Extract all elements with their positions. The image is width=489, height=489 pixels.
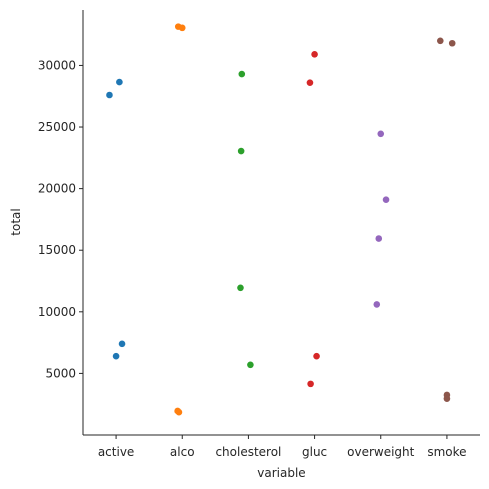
data-point-alco (175, 408, 183, 416)
data-point-cholesterol (238, 70, 246, 78)
x-tick-label-smoke: smoke (427, 445, 466, 459)
plot-area (106, 23, 456, 416)
data-point-alco (178, 24, 186, 32)
data-point-overweight (377, 130, 385, 138)
y-tick-label: 20000 (38, 182, 76, 196)
data-point-active (118, 340, 126, 348)
y-tick-label: 15000 (38, 243, 76, 257)
data-point-active (112, 352, 120, 360)
y-tick-label: 25000 (38, 120, 76, 134)
data-point-active (116, 78, 123, 86)
axes (82, 10, 480, 436)
data-point-overweight (373, 301, 381, 308)
y-ticks: 5000 10000 15000 20000 25000 30000 (38, 58, 83, 380)
x-ticks: active alco cholesterol gluc overweight smoke (98, 435, 467, 459)
data-point-active (106, 91, 113, 99)
data-point-gluc (307, 380, 314, 388)
y-axis-label: total (9, 208, 23, 235)
x-tick-label-overweight: overweight (347, 445, 415, 459)
data-point-cholesterol (237, 284, 244, 292)
x-tick-label-active: active (98, 445, 134, 459)
x-tick-label-cholesterol: cholesterol (215, 445, 281, 459)
data-point-overweight (382, 196, 390, 204)
data-point-smoke (437, 37, 444, 45)
y-tick-label: 5000 (45, 366, 76, 380)
x-tick-label-alco: alco (170, 445, 195, 459)
data-point-gluc (306, 79, 314, 86)
y-tick-label: 30000 (38, 58, 76, 72)
data-point-gluc (311, 51, 318, 58)
x-tick-label-gluc: gluc (302, 445, 327, 459)
data-point-gluc (313, 352, 320, 360)
data-point-smoke (443, 395, 451, 402)
data-point-cholesterol (247, 361, 254, 369)
x-axis-label: variable (257, 466, 305, 480)
y-tick-label: 10000 (38, 305, 76, 319)
data-point-cholesterol (237, 147, 245, 155)
data-point-smoke (448, 39, 456, 47)
data-point-overweight (375, 235, 383, 242)
